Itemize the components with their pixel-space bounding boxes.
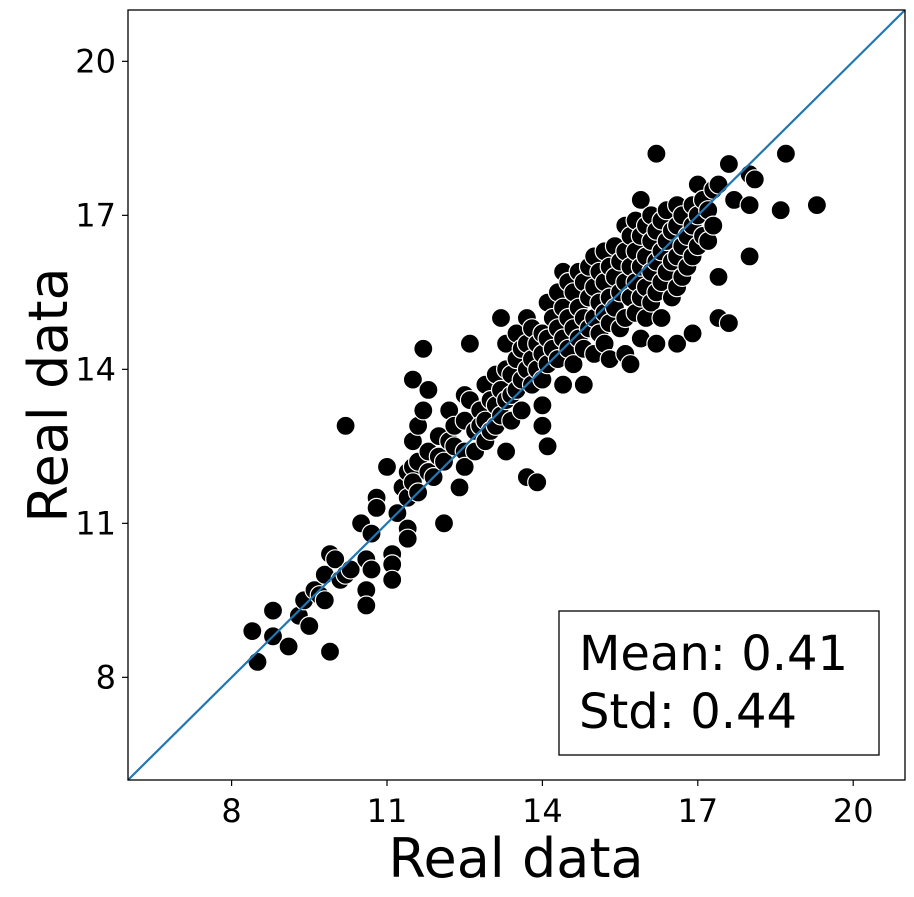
data-point-102 — [527, 472, 548, 493]
data-point-221 — [703, 215, 724, 236]
data-point-126 — [563, 354, 584, 375]
data-point-37 — [402, 369, 423, 390]
data-point-107 — [532, 415, 553, 436]
data-point-229 — [739, 195, 760, 216]
y-tick-label-17: 17 — [75, 197, 116, 235]
data-point-92 — [511, 400, 532, 421]
plot-frame — [127, 9, 906, 781]
data-point-17 — [335, 415, 356, 436]
data-point-22 — [356, 595, 377, 616]
data-point-62 — [454, 456, 475, 477]
y-tick-label-14: 14 — [75, 351, 116, 389]
data-point-1 — [247, 651, 268, 673]
data-point-53 — [433, 513, 455, 534]
data-point-188 — [646, 333, 667, 354]
stats-annotation-box: Mean: 0.41 Std: 0.44 — [558, 610, 880, 756]
data-point-226 — [718, 313, 740, 334]
data-point-225 — [718, 153, 740, 175]
y-tick-label-11: 11 — [75, 505, 116, 543]
data-point-4 — [278, 636, 299, 657]
data-point-233 — [775, 143, 797, 164]
data-point-7 — [299, 615, 320, 637]
y-axis-title: Real data — [17, 267, 80, 522]
data-point-171 — [630, 189, 651, 210]
x-tick-label-14: 14 — [522, 792, 563, 830]
stats-box-frame — [558, 610, 880, 756]
data-point-234 — [806, 195, 828, 216]
axis-ticks: 8 11 14 17 20 8 11 14 17 20 — [75, 43, 873, 830]
data-point-46 — [418, 379, 439, 400]
data-point-0 — [242, 620, 263, 642]
data-point-13 — [319, 641, 341, 662]
x-tick-label-11: 11 — [367, 792, 408, 830]
x-tick-label-17: 17 — [677, 792, 718, 830]
data-point-36 — [397, 528, 418, 549]
data-point-27 — [376, 456, 398, 477]
data-point-30 — [382, 569, 403, 590]
data-point-106 — [532, 395, 553, 416]
data-point-11 — [314, 590, 335, 611]
stats-std-label: Std: 0.44 — [579, 684, 797, 740]
data-point-83 — [496, 441, 517, 462]
data-point-26 — [366, 497, 387, 518]
data-point-77 — [490, 307, 512, 329]
data-point-192 — [651, 307, 672, 329]
y-tick-label-20: 20 — [75, 43, 116, 81]
data-point-52 — [433, 451, 455, 472]
data-point-111 — [537, 436, 558, 457]
data-point-223 — [708, 266, 729, 287]
data-point-166 — [620, 354, 641, 375]
data-point-212 — [682, 323, 703, 344]
x-axis-title: Real data — [388, 827, 643, 890]
data-point-203 — [666, 333, 688, 354]
data-point-14 — [325, 549, 346, 570]
data-point-45 — [413, 400, 434, 421]
x-tick-label-8: 8 — [221, 792, 241, 830]
data-point-2 — [262, 600, 284, 621]
data-point-24 — [361, 559, 382, 580]
y-tick-label-8: 8 — [96, 659, 116, 697]
data-point-184 — [646, 143, 667, 164]
data-point-230 — [739, 246, 760, 267]
data-point-58 — [449, 477, 470, 498]
data-point-231 — [744, 169, 765, 190]
data-point-23 — [361, 523, 382, 544]
data-point-44 — [413, 338, 434, 359]
x-tick-label-20: 20 — [833, 792, 874, 830]
identity-line — [127, 9, 906, 781]
identity-line-layer — [127, 9, 906, 781]
data-point-63 — [459, 333, 480, 354]
data-point-232 — [770, 200, 791, 221]
data-point-133 — [573, 374, 594, 395]
stats-mean-label: Mean: 0.41 — [579, 626, 848, 682]
data-point-120 — [552, 374, 574, 395]
data-point-222 — [708, 174, 729, 195]
